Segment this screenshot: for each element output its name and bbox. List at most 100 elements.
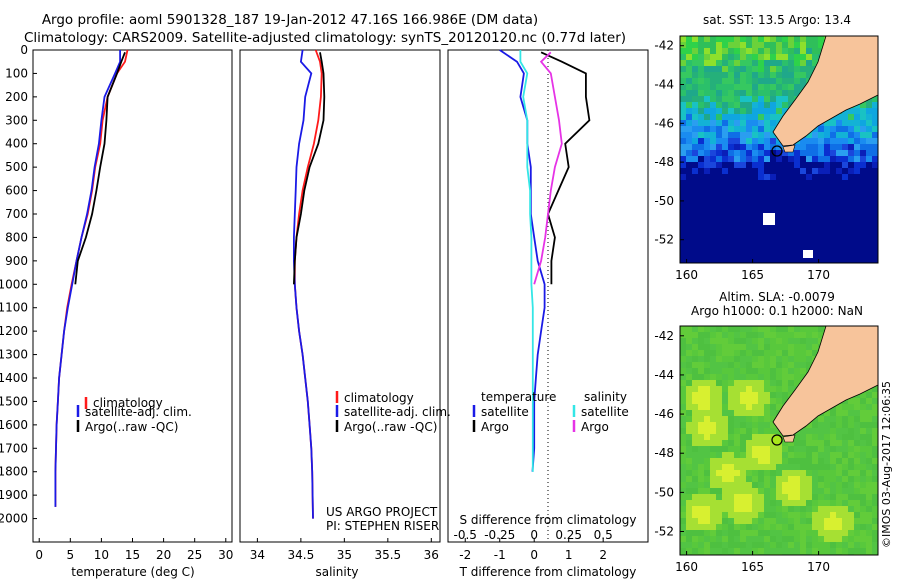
sst-cell: [782, 102, 788, 108]
sst-cell: [704, 126, 710, 132]
sla-cell: [872, 422, 878, 428]
x-tick-label: 34: [250, 548, 265, 562]
sst-cell: [752, 210, 758, 216]
sst-cell: [704, 138, 710, 144]
sst-cell: [836, 168, 842, 174]
sla-cell: [854, 416, 860, 422]
sst-cell: [860, 198, 866, 204]
sla-cell: [776, 404, 782, 410]
sla-cell: [716, 542, 722, 548]
sla-cell: [824, 422, 830, 428]
sla-cell: [704, 404, 710, 410]
sst-cell: [722, 60, 728, 66]
sla-cell: [812, 344, 818, 350]
sla-cell: [800, 428, 806, 434]
sla-cell: [812, 470, 818, 476]
sla-cell: [710, 452, 716, 458]
sla-cell: [716, 518, 722, 524]
sst-cell: [848, 114, 854, 120]
sla-cell: [740, 452, 746, 458]
sst-cell: [698, 108, 704, 114]
sst-cell: [806, 150, 812, 156]
sla-cell: [812, 524, 818, 530]
sla-cell: [788, 500, 794, 506]
sla-cell: [728, 506, 734, 512]
x-tick-label: 36: [424, 548, 439, 562]
sst-cell: [770, 258, 776, 263]
sla-cell: [818, 428, 824, 434]
sla-cell: [716, 338, 722, 344]
sla-cell: [776, 542, 782, 548]
y-tick-label: -50: [654, 194, 674, 208]
sst-cell: [698, 162, 704, 168]
sst-cell: [776, 150, 782, 156]
sst-cell: [854, 126, 860, 132]
sla-cell: [722, 398, 728, 404]
sla-cell: [710, 500, 716, 506]
sst-cell: [776, 204, 782, 210]
sla-cell: [842, 440, 848, 446]
sst-cell: [752, 234, 758, 240]
sla-cell: [680, 428, 686, 434]
sst-cell: [686, 216, 692, 222]
sla-cell: [704, 542, 710, 548]
sst-cell: [806, 42, 812, 48]
sla-cell: [800, 374, 806, 380]
sst-cell: [836, 252, 842, 258]
sst-cell: [710, 192, 716, 198]
sst-cell: [872, 126, 878, 132]
sst-cell: [854, 210, 860, 216]
sla-cell: [782, 368, 788, 374]
sla-cell: [788, 524, 794, 530]
sla-cell: [800, 476, 806, 482]
sst-cell: [746, 72, 752, 78]
sla-cell: [824, 470, 830, 476]
sla-cell: [710, 530, 716, 536]
sla-cell: [872, 482, 878, 488]
sst-cell: [740, 204, 746, 210]
sst-cell: [722, 72, 728, 78]
legend-label-s-argo: Argo: [581, 420, 609, 434]
sst-cell: [788, 228, 794, 234]
sst-cell: [740, 228, 746, 234]
x-tick-label: 25: [187, 548, 202, 562]
sst-cell: [722, 108, 728, 114]
sst-cell: [680, 204, 686, 210]
sla-cell: [836, 476, 842, 482]
sst-cell: [746, 204, 752, 210]
sst-cell: [872, 246, 878, 252]
sst-cell: [782, 198, 788, 204]
sla-cell: [746, 422, 752, 428]
sla-cell: [698, 518, 704, 524]
sla-cell: [764, 458, 770, 464]
sst-cell: [806, 186, 812, 192]
x-tick-label: 0: [530, 548, 538, 562]
sst-cell: [836, 162, 842, 168]
sla-cell: [860, 494, 866, 500]
sla-cell: [806, 506, 812, 512]
difference-legend: temperature salinity satellite Argo sate…: [472, 390, 629, 434]
x-tick-label: -2: [459, 548, 471, 562]
sst-cell: [692, 168, 698, 174]
sst-cell: [860, 102, 866, 108]
sla-cell: [758, 410, 764, 416]
sla-cell: [728, 482, 734, 488]
sst-cell: [680, 150, 686, 156]
sla-cell: [758, 422, 764, 428]
sst-cell: [686, 144, 692, 150]
sst-cell: [680, 168, 686, 174]
sla-cell: [740, 404, 746, 410]
sst-cell: [758, 216, 764, 222]
sla-cell: [788, 518, 794, 524]
sla-cell: [854, 512, 860, 518]
sst-cell: [686, 42, 692, 48]
sst-cell: [830, 192, 836, 198]
sst-cell: [806, 48, 812, 54]
sst-cell: [764, 132, 770, 138]
sla-cell: [794, 470, 800, 476]
sst-cell: [728, 198, 734, 204]
sla-cell: [782, 338, 788, 344]
sst-cell: [752, 96, 758, 102]
sla-cell: [746, 398, 752, 404]
x-tick-label: 30: [218, 548, 233, 562]
